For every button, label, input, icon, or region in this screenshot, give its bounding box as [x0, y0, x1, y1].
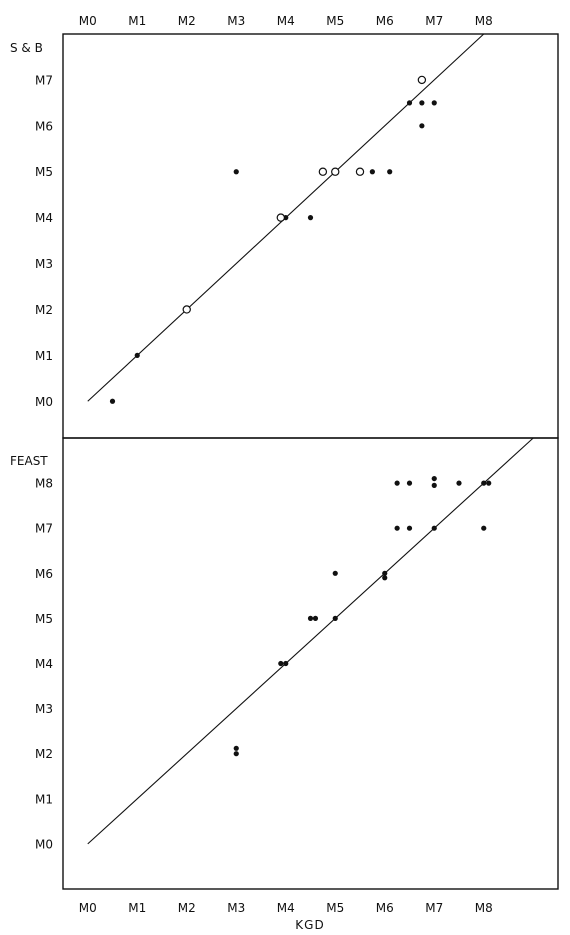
bottom-y-tick-label: M3 [35, 702, 53, 716]
top-filled-point [233, 169, 239, 175]
top-x-tick-label: M2 [178, 14, 196, 28]
bottom-filled-point [486, 480, 492, 486]
bottom-filled-point [278, 660, 284, 667]
top-x-tick-label: M4 [277, 14, 295, 28]
top-open-point [182, 305, 191, 314]
bottom-y-tick-label: M5 [35, 612, 53, 626]
top-y-tick-label: M7 [35, 73, 53, 87]
bottom-x-tick-label: M6 [376, 901, 394, 915]
bottom-x-tick-labels: M0 M1 M2 M3 M4 M5 M6 M7 M8 [79, 901, 493, 915]
bottom-filled-point [431, 475, 437, 482]
bottom-x-tick-label: M3 [227, 901, 245, 915]
x-axis-label-bottom: KGD [295, 918, 324, 932]
bottom-filled-point [394, 525, 400, 531]
top-y-tick-label: M4 [35, 211, 53, 225]
bottom-y-tick-labels: M0 M1 M2 M3 M4 M5 M6 M7 M8 [35, 477, 53, 852]
bottom-filled-point [382, 570, 388, 576]
bottom-reference-line [87, 437, 534, 845]
top-y-tick-labels: M0 M1 M2 M3 M4 M5 M6 M7 [35, 73, 53, 408]
top-filled-point [419, 100, 425, 106]
bottom-y-tick-label: M7 [35, 522, 53, 536]
top-x-tick-label: M6 [376, 14, 394, 28]
top-filled-point [406, 100, 413, 106]
bottom-x-tick-label: M5 [326, 901, 344, 915]
plot-frame-bottom [62, 437, 559, 890]
bottom-y-tick-label: M0 [35, 837, 53, 851]
top-filled-point [134, 352, 140, 358]
top-open-point [417, 75, 427, 85]
bottom-x-tick-label: M2 [178, 901, 196, 915]
bottom-filled-point [332, 615, 338, 622]
top-y-tick-label: M6 [35, 119, 53, 133]
top-open-point [318, 167, 328, 176]
top-data-points [109, 75, 437, 404]
bottom-y-tick-label: M1 [35, 792, 53, 806]
top-open-point [355, 167, 365, 176]
top-open-point [276, 213, 285, 222]
plot-frame-top [62, 33, 559, 439]
top-y-tick-label: M3 [35, 257, 53, 271]
bottom-filled-point [394, 480, 400, 486]
bottom-filled-point [431, 482, 437, 488]
bottom-filled-point [382, 575, 388, 581]
top-x-tick-label: M0 [79, 14, 97, 28]
bottom-y-tick-label: M2 [35, 747, 53, 761]
top-x-tick-label: M5 [326, 14, 344, 28]
top-x-tick-label: M3 [227, 14, 245, 28]
top-x-tick-label: M8 [475, 14, 493, 28]
top-filled-point [307, 215, 314, 221]
bottom-filled-point [456, 480, 462, 486]
y-axis-label-bottom: FEAST [10, 454, 48, 468]
bottom-x-tick-label: M4 [277, 901, 295, 915]
bottom-y-tick-label: M6 [35, 567, 53, 581]
top-y-tick-label: M2 [35, 303, 53, 317]
top-filled-point [419, 123, 425, 129]
bottom-filled-point [332, 570, 338, 576]
bottom-filled-point [431, 525, 437, 531]
top-filled-point [109, 398, 116, 404]
bottom-filled-point [312, 615, 319, 622]
bottom-y-tick-label: M4 [35, 657, 53, 671]
top-filled-point [369, 169, 375, 175]
bottom-filled-point [233, 745, 239, 751]
bottom-x-tick-label: M1 [128, 901, 146, 915]
bottom-x-tick-label: M0 [79, 901, 97, 915]
bottom-filled-point [283, 660, 289, 667]
bottom-filled-point [307, 615, 314, 622]
top-x-tick-label: M7 [425, 14, 443, 28]
top-y-tick-label: M5 [35, 165, 53, 179]
panel-feast: FEAST M0 M1 M2 M3 M4 M5 M6 M7 M8 M0M1M2M3M4M5M6M… [10, 437, 559, 932]
y-axis-label-top: S & B [10, 41, 43, 55]
top-open-point [331, 167, 340, 176]
bottom-reference-line-group [87, 437, 534, 845]
top-filled-point [387, 169, 393, 175]
bottom-filled-point [233, 751, 239, 757]
bottom-x-tick-label: M7 [425, 901, 443, 915]
top-y-tick-label: M1 [35, 349, 53, 363]
bottom-filled-point [406, 525, 413, 531]
bottom-filled-point [481, 480, 487, 486]
bottom-filled-point [406, 480, 413, 486]
top-x-tick-label: M1 [128, 14, 146, 28]
bottom-y-tick-label: M8 [35, 477, 53, 491]
bottom-filled-point [481, 525, 487, 531]
top-filled-point [431, 100, 437, 106]
top-y-tick-label: M0 [35, 395, 53, 409]
bottom-x-tick-label: M8 [475, 901, 493, 915]
panel-s-and-b: S & B M0 M1 M2 M3 M4 M5 M6 M7 M8 M0M1M2M3M4M5M6M… [10, 14, 559, 439]
bottom-data-points [233, 475, 492, 757]
top-x-tick-labels: M0 M1 M2 M3 M4 M5 M6 M7 M8 [79, 14, 493, 28]
